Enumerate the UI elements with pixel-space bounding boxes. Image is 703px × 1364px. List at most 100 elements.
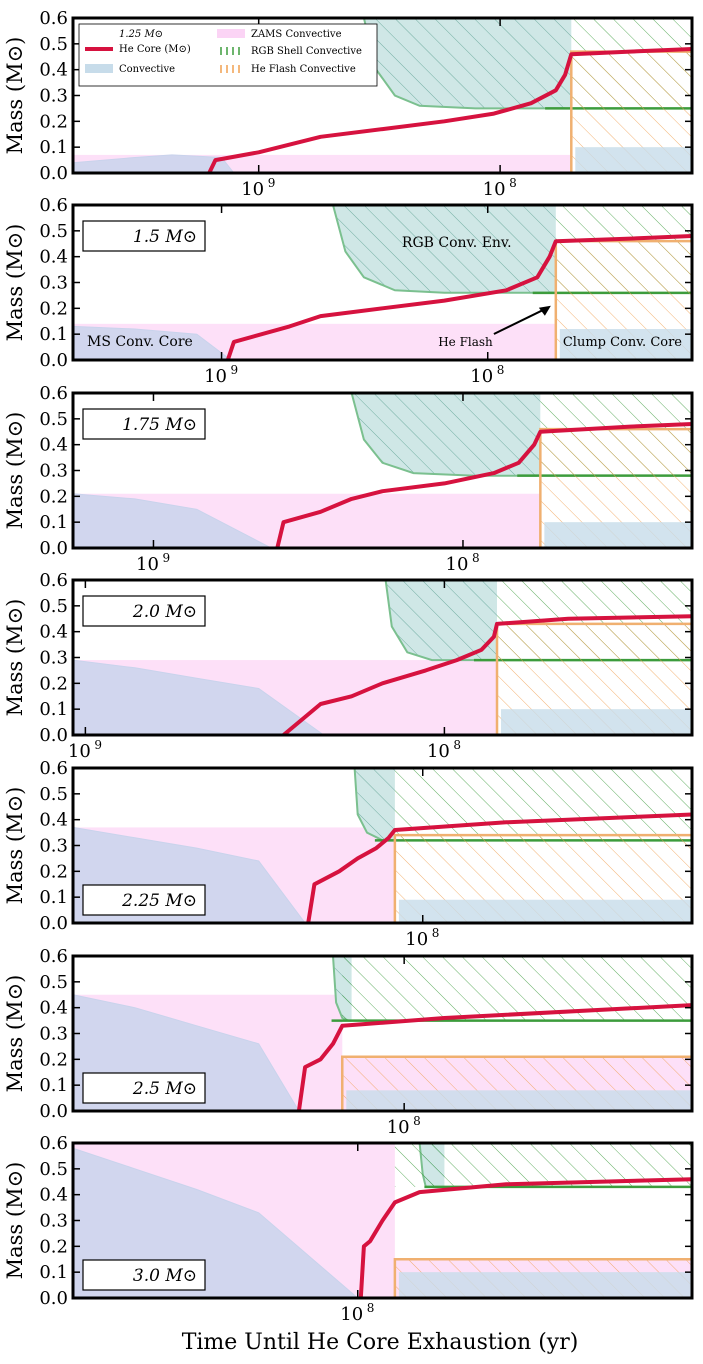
y-axis-label: Mass (M⊙) [3,37,27,155]
y-tick-label: 0.6 [39,946,68,967]
legend-entry-he_flash: He Flash Convective [251,64,356,75]
y-tick-label: 0.4 [39,435,68,456]
mass-label: 2.0 M⊙ [132,602,197,622]
panel-5: 0.0 0.1 0.2 0.3 0.4 0.5 0.6 Mass (M⊙) 10 8 2.25 M⊙ [3,758,694,950]
y-axis-label: Mass (M⊙) [3,599,27,717]
y-tick-label: 0.1 [39,137,68,158]
x-axis-label: Time Until He Core Exhaustion (yr) [182,1330,579,1355]
y-tick-label: 0.1 [39,324,68,345]
annotation-clump-core: Clump Conv. Core [563,335,682,350]
y-axis-label: Mass (M⊙) [3,975,27,1093]
rgb-shell-convective [394,768,692,841]
he-core-line [225,234,692,360]
x-tick-exponent: 8 [367,1301,375,1315]
ms-convective-core [73,493,272,548]
x-tick-label: 10 [241,179,264,200]
y-tick-label: 0.6 [39,1133,68,1154]
x-tick-label: 10 [204,366,227,387]
y-tick-label: 0.2 [39,1049,68,1070]
y-tick-label: 0.5 [39,34,68,55]
panel-2: 0.0 0.1 0.2 0.3 0.4 0.5 0.6 Mass (M⊙) 10 9 10 8 1.5 … [3,195,694,387]
x-tick-label: 10 [68,741,91,762]
x-tick-label: 10 [483,179,506,200]
x-tick-exponent: 8 [472,551,480,565]
y-tick-label: 0.3 [39,1024,68,1045]
x-tick-exponent: 9 [268,176,276,190]
panel-6: 0.0 0.1 0.2 0.3 0.4 0.5 0.6 Mass (M⊙) 10 8 2.5 M⊙ [3,946,694,1138]
rgb-envelope-hatch [351,393,541,476]
rgb-envelope-hatch [363,18,572,109]
mass-label-box [82,220,206,252]
annotation-ms-core: MS Conv. Core [87,334,193,350]
mass-label: 3.0 M⊙ [133,1266,197,1286]
mass-label: 1.75 M⊙ [122,415,197,435]
y-tick-label: 0.3 [39,1211,68,1232]
annotation-rgb-env: RGB Conv. Env. [402,235,512,251]
mass-label-box [82,884,206,916]
y-tick-label: 0.4 [39,998,68,1019]
mass-label: 1.5 M⊙ [133,227,197,247]
rgb-envelope-edge [332,205,553,294]
clump-convective-core [575,147,692,173]
he-flash-edge [393,1258,692,1298]
rgb-shell-convective [342,956,692,1021]
y-tick-label: 0.4 [39,622,68,643]
panel-7: 0.0 0.1 0.2 0.3 0.4 0.5 0.6 Mass (M⊙) 10 8 3.0 M⊙ [3,1133,694,1325]
y-tick-label: 0.1 [39,699,68,720]
y-tick-label: 0.0 [39,1288,68,1309]
y-tick-label: 0.6 [39,570,68,591]
rgb-envelope-hatch [333,205,556,293]
x-tick-exponent: 8 [509,176,517,190]
y-tick-label: 0.6 [39,758,68,779]
legend-entry-rgb_shell: RGB Shell Convective [251,46,362,57]
y-tick-label: 0.2 [39,486,68,507]
legend-entry-he_core: He Core (M⊙) [119,44,191,55]
y-axis-label: Mass (M⊙) [3,412,27,530]
y-tick-label: 0.0 [39,913,68,934]
mass-label-box [82,1259,206,1291]
y-tick-label: 0.2 [39,298,68,319]
clump-convective-core [559,329,692,360]
clump-convective-core [544,522,692,548]
clump-convective-core [501,709,692,735]
rgb-envelope-hatch [385,580,497,661]
x-tick-label: 10 [427,741,450,762]
legend-title: 1.25 M⊙ [119,29,163,40]
legend-entry-zams: ZAMS Convective [251,29,342,40]
rgb-envelope-hatch [354,768,395,841]
x-tick-label: 10 [387,1117,410,1138]
y-axis-label: Mass (M⊙) [3,787,27,905]
mass-label-box [82,408,206,440]
y-tick-label: 0.2 [39,673,68,694]
mass-label-box [82,1072,206,1104]
y-tick-label: 0.0 [39,725,68,746]
y-tick-label: 0.5 [39,409,68,430]
y-tick-label: 0.1 [39,1075,68,1096]
x-tick-exponent: 8 [453,738,461,752]
y-tick-label: 0.5 [39,972,68,993]
ms-convective-core [73,659,325,735]
he-flash-edge [341,1055,692,1111]
y-tick-label: 0.3 [39,836,68,857]
y-tick-label: 0.1 [39,887,68,908]
mass-label: 2.25 M⊙ [121,891,197,911]
x-tick-exponent: 8 [413,1114,421,1128]
x-tick-label: 10 [405,929,428,950]
ms-convective-core [73,325,232,360]
y-tick-label: 0.4 [39,810,68,831]
y-tick-label: 0.5 [39,221,68,242]
he-flash-edge [393,833,692,923]
y-tick-label: 0.2 [39,1236,68,1257]
mass-label-box [82,595,206,627]
y-tick-label: 0.5 [39,1159,68,1180]
x-tick-exponent: 9 [94,738,102,752]
y-tick-label: 0.2 [39,111,68,132]
x-tick-label: 10 [136,554,159,575]
he-core-line [275,422,692,548]
x-tick-exponent: 9 [162,551,170,565]
y-tick-label: 0.3 [39,648,68,669]
